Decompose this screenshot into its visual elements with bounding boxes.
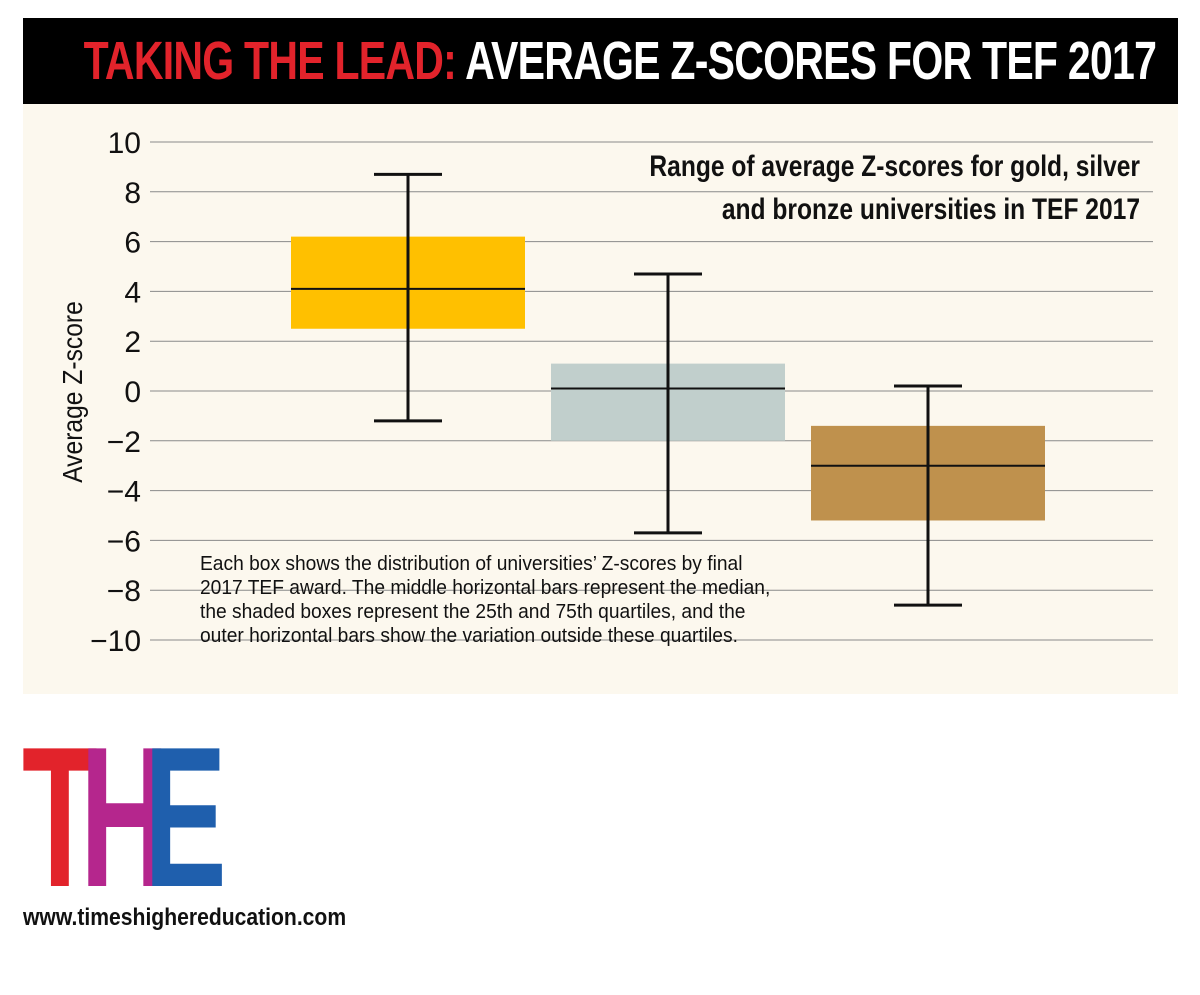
logo-letter-e: E bbox=[144, 706, 227, 929]
y-tick-label: −8 bbox=[107, 575, 141, 608]
website-url: www.timeshighereducation.com bbox=[23, 904, 347, 931]
chart-title-line: and bronze universities in TEF 2017 bbox=[722, 192, 1140, 226]
y-tick-label: 8 bbox=[124, 177, 141, 210]
boxplot-chart: 10 8 6 4 2 0 −2 −4 −6 −8 −10 Average Z-score Range o… bbox=[57, 127, 1153, 658]
note-line: Each box shows the distribution of unive… bbox=[200, 553, 743, 575]
y-tick-label: −10 bbox=[90, 625, 141, 658]
y-tick-label: 4 bbox=[124, 276, 141, 309]
banner-title-lead: TAKING THE LEAD: bbox=[83, 31, 457, 91]
chart-note: Each box shows the distribution of unive… bbox=[200, 552, 872, 648]
y-tick-label: 6 bbox=[124, 227, 141, 260]
y-tick-label: 0 bbox=[124, 376, 141, 409]
header-banner: TAKING THE LEAD: AVERAGE Z-SCORES FOR TE… bbox=[23, 18, 1178, 104]
note-line: 2017 TEF award. The middle horizontal ba… bbox=[200, 577, 771, 599]
note-line: the shaded boxes represent the 25th and … bbox=[200, 601, 746, 623]
banner-title: TAKING THE LEAD: AVERAGE Z-SCORES FOR TE… bbox=[83, 18, 1157, 104]
logo-letter-t: T bbox=[22, 706, 98, 929]
the-logo: T H E bbox=[22, 706, 227, 929]
y-axis-title: Average Z-score bbox=[57, 301, 89, 483]
chart-title-line: Range of average Z-scores for gold, silv… bbox=[649, 149, 1140, 183]
y-tick-label: −4 bbox=[107, 476, 141, 509]
y-tick-label: 2 bbox=[124, 326, 141, 359]
banner-title-rest: AVERAGE Z-SCORES FOR TEF 2017 bbox=[465, 31, 1157, 91]
y-tick-label: 10 bbox=[108, 127, 141, 160]
chart-panel: 10 8 6 4 2 0 −2 −4 −6 −8 −10 Average Z-score Range o… bbox=[23, 104, 1178, 694]
y-tick-label: −2 bbox=[107, 426, 141, 459]
y-tick-label: −6 bbox=[107, 525, 141, 558]
note-line: outer horizontal bars show the variation… bbox=[200, 625, 738, 647]
logo-letter-h: H bbox=[80, 706, 170, 929]
